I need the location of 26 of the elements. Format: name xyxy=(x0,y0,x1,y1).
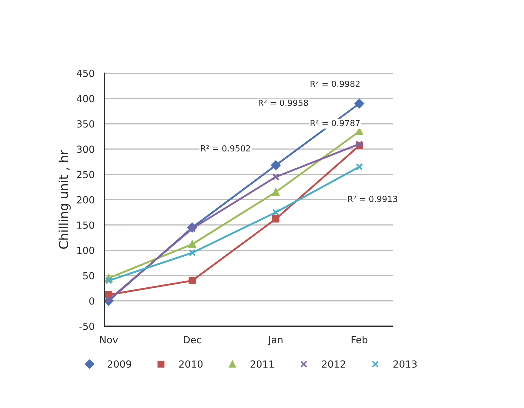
y-tick-label: 400 xyxy=(76,95,94,103)
x-tick-label: Dec xyxy=(184,336,202,344)
x-tick-label: Feb xyxy=(352,336,368,344)
y-axis-title: Chilling unit , hr xyxy=(58,150,71,249)
y-tick-label: 50 xyxy=(83,272,94,280)
y-tick-label: 450 xyxy=(76,70,94,78)
y-tick-label: 300 xyxy=(77,146,94,154)
y-tick-label: 0 xyxy=(90,298,94,305)
y-tick-label: 150 xyxy=(78,222,94,230)
y-tick-label: 200 xyxy=(77,196,94,204)
y-tick-label: -50 xyxy=(80,322,94,330)
x-tick-label: Jan xyxy=(268,336,283,346)
y-tick-label: 350 xyxy=(77,120,94,128)
annotation: R² = 0.9913 xyxy=(348,196,398,202)
legend-label: 2011 xyxy=(250,360,274,368)
annotation: R² = 0.9502 xyxy=(201,145,250,152)
annotation: R² = 0.9982 xyxy=(310,80,360,88)
x-tick-label: Nov xyxy=(100,336,118,344)
legend-label: 2009 xyxy=(108,360,132,368)
y-tick-label: 250 xyxy=(77,171,94,178)
y-tick-label: 100 xyxy=(78,246,94,254)
annotation: R² = 0.9958 xyxy=(259,100,308,106)
legend-label: 2012 xyxy=(322,360,346,368)
legend-label: 2010 xyxy=(179,360,203,368)
annotation: R² = 0.9787 xyxy=(310,120,360,126)
legend-label: 2013 xyxy=(394,360,417,368)
